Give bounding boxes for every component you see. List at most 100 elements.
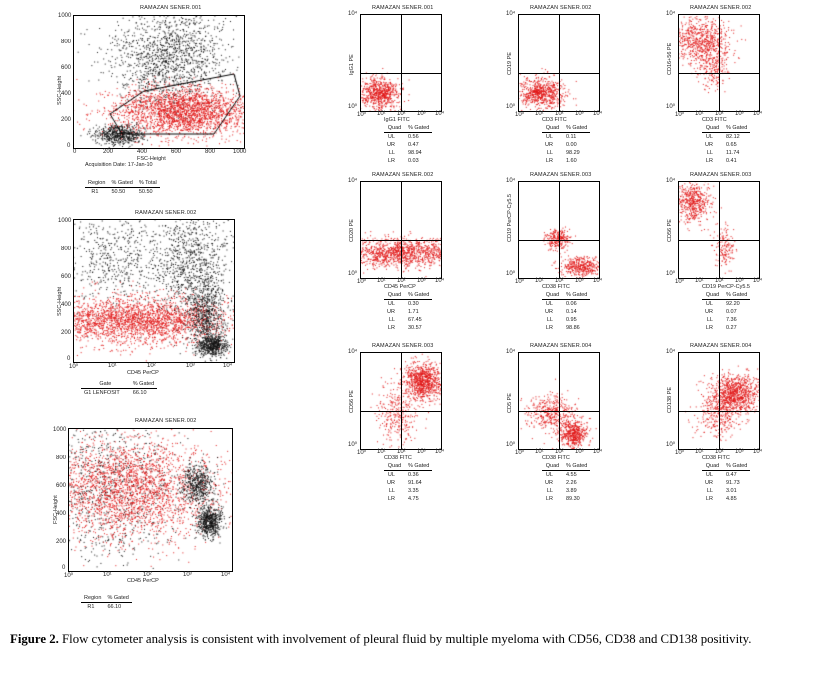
table-cell: 91.73: [725, 480, 740, 486]
figure-caption: Figure 2. Flow cytometer analysis is con…: [10, 631, 818, 647]
x-tick: 10¹: [377, 278, 386, 284]
x-axis-label: CD3 FITC: [702, 117, 727, 123]
table-cell: 66.10: [107, 604, 122, 610]
x-axis-label: CD38 FITC: [542, 455, 570, 461]
table-row: UL 82.12: [702, 133, 750, 142]
panel-title: RAMAZAN SENER.002: [530, 5, 592, 11]
table-header: % Gated: [722, 124, 751, 133]
panel-title: RAMAZAN SENER.002: [135, 418, 197, 424]
table-header: Quad: [384, 462, 405, 471]
table-row: LL 67.45: [384, 316, 432, 324]
table-cell: 0.27: [725, 325, 737, 331]
panel-title: RAMAZAN SENER.002: [372, 172, 434, 178]
table-row: LL 3.89: [542, 487, 590, 495]
table-cell: LL: [388, 488, 395, 494]
quadrant-plot: [678, 181, 760, 279]
x-tick: 10²: [715, 111, 724, 117]
quadrant-table: Quad% Gated UL 0.36 UR 91.64 LL 3.35 LR 4.75: [384, 462, 433, 503]
x-tick: 10²: [397, 111, 406, 117]
y-tick: 600: [56, 483, 67, 489]
panel-title: RAMAZAN SENER.002: [135, 210, 197, 216]
y-tick: 10⁴: [348, 178, 358, 184]
table-header: Quad: [384, 291, 405, 300]
table-cell: 50.50: [111, 189, 126, 195]
table-cell: 66.10: [132, 390, 147, 396]
table-cell: 30.57: [407, 325, 422, 331]
table-cell: 91.64: [407, 480, 422, 486]
y-tick: 0: [67, 143, 71, 149]
table-row: LR 4.85: [702, 495, 750, 503]
x-tick: 10⁰: [675, 112, 685, 118]
scatter-canvas: [74, 16, 244, 148]
y-tick: 10⁰: [506, 442, 516, 448]
table-header: Quad: [542, 291, 563, 300]
table-row: UL 0.06: [542, 300, 590, 309]
y-tick: 400: [61, 302, 72, 308]
table-cell: LL: [388, 317, 395, 323]
y-tick: 10⁴: [348, 349, 358, 355]
y-tick: 10⁰: [348, 442, 358, 448]
table-cell: 3.89: [565, 488, 577, 494]
quadrant-divider-vertical: [559, 15, 560, 111]
table-cell: LR: [387, 158, 395, 164]
quadrant-plot: [518, 14, 600, 112]
region-table: Region% Gated R1 66.10: [81, 594, 132, 611]
x-axis-label: CD3 FITC: [542, 117, 567, 123]
y-tick: 400: [56, 511, 67, 517]
table-row: UL 92.20: [702, 300, 750, 309]
table-cell: 0.47: [725, 472, 737, 478]
y-tick: 800: [56, 455, 67, 461]
table-cell: LL: [706, 488, 713, 494]
x-tick: 10³: [735, 449, 744, 455]
table-row: UR 0.65: [702, 141, 750, 149]
quadrant-divider-horizontal: [519, 73, 599, 74]
table-header: Gate: [81, 380, 130, 389]
x-tick: 10⁰: [515, 112, 525, 118]
table-header: Quad: [702, 124, 723, 133]
table-cell: 92.20: [725, 301, 740, 307]
x-tick: 10¹: [377, 449, 386, 455]
y-tick: 10⁰: [506, 104, 516, 110]
y-tick: 600: [61, 65, 72, 71]
quadrant-divider-horizontal: [679, 73, 759, 74]
x-tick: 10¹: [108, 363, 117, 369]
caption-label: Figure 2.: [10, 632, 59, 646]
panel-title: RAMAZAN SENER.002: [690, 5, 752, 11]
table-cell: 0.14: [565, 309, 577, 315]
quadrant-divider-vertical: [559, 182, 560, 278]
quadrant-table: Quad% Gated UL 0.30 UR 1.71 LL 67.45 LR 30.57: [384, 291, 433, 332]
quadrant-divider-horizontal: [679, 411, 759, 412]
quadrant-divider-vertical: [559, 353, 560, 449]
x-tick: 10⁴: [435, 111, 445, 117]
panel-title: RAMAZAN SENER.001: [140, 5, 202, 11]
scatter-canvas: [74, 220, 234, 362]
quadrant-plot: [518, 181, 600, 279]
table-header: % Gated: [562, 462, 591, 471]
quadrant-plot: [678, 352, 760, 450]
x-tick: 10³: [735, 278, 744, 284]
table-cell: UR: [705, 309, 713, 315]
table-cell: 89.30: [565, 496, 580, 502]
table-cell: 1.60: [565, 158, 577, 164]
x-tick: 10³: [575, 111, 584, 117]
table-row: UR 0.07: [702, 308, 750, 316]
y-tick: 10⁴: [348, 11, 358, 17]
quadrant-table: Quad% Gated UL 92.20 UR 0.07 LL 7.36 LR 0.27: [702, 291, 751, 332]
table-cell: UR: [545, 480, 553, 486]
quadrant-divider-horizontal: [361, 240, 441, 241]
x-axis-label: CD45 PerCP: [127, 578, 159, 584]
y-axis-label: CD19 PE: [507, 52, 513, 75]
scatter-canvas: [69, 429, 232, 571]
y-tick: 10⁰: [666, 442, 676, 448]
table-header: % Gated: [404, 124, 433, 133]
table-cell: LL: [546, 488, 553, 494]
y-tick: 400: [61, 91, 72, 97]
quadrant-table: Quad% Gated UL 4.55 UR 2.26 LL 3.89 LR 89.30: [542, 462, 591, 503]
gate-table: Gate% Gated G1 LENFOSIT 66.10: [81, 380, 158, 397]
table-cell: 0.36: [407, 472, 419, 478]
table-cell: 4.75: [407, 496, 419, 502]
panel-title: RAMAZAN SENER.001: [372, 5, 434, 11]
quadrant-divider-vertical: [719, 353, 720, 449]
table-header: % Gated: [562, 124, 591, 133]
x-tick: 10⁴: [753, 278, 763, 284]
